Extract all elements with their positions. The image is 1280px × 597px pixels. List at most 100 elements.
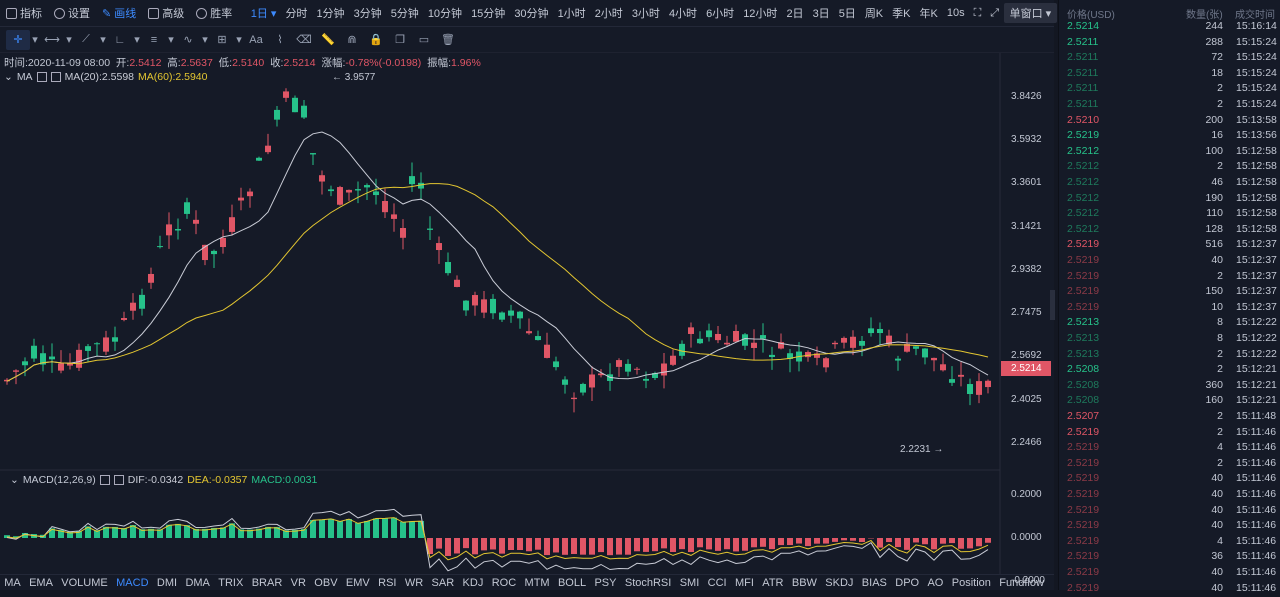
- indicator-tab[interactable]: SKDJ: [821, 577, 858, 589]
- candle-body: [346, 190, 352, 193]
- indicator-tab[interactable]: DMI: [153, 577, 182, 589]
- trade-price: 2.5210: [1067, 114, 1099, 126]
- macd-bar: [319, 520, 325, 538]
- candle-body: [265, 146, 271, 152]
- candle-body: [373, 191, 379, 195]
- candle-body: [823, 358, 829, 367]
- panel-resize-handle[interactable]: [1050, 290, 1055, 320]
- trade-time: 15:11:46: [1236, 535, 1276, 547]
- indicator-tab[interactable]: BIAS: [858, 577, 891, 589]
- indicator-tab[interactable]: ROC: [488, 577, 521, 589]
- indicator-tab[interactable]: RSI: [374, 577, 401, 589]
- trade-qty: 2: [1217, 426, 1223, 438]
- indicator-tab[interactable]: AO: [923, 577, 947, 589]
- indicator-tab[interactable]: DMA: [181, 577, 214, 589]
- macd-bar: [643, 538, 649, 552]
- macd-histogram: [4, 518, 991, 556]
- macd-bar: [589, 538, 595, 555]
- trade-time: 15:12:22: [1236, 348, 1277, 360]
- candle-body: [976, 381, 982, 395]
- trade-price: 2.5207: [1067, 410, 1099, 422]
- price-tick: 2.4025: [1011, 394, 1042, 405]
- indicator-tab[interactable]: Fundflow: [995, 577, 1048, 589]
- candle-body: [112, 337, 118, 341]
- indicator-tab[interactable]: MTM: [520, 577, 553, 589]
- min-price-annotation: 2.2231 →: [900, 444, 943, 455]
- indicator-tab[interactable]: VR: [286, 577, 310, 589]
- candlestick-chart[interactable]: [0, 0, 1054, 590]
- macd-bar: [787, 538, 793, 545]
- candle-body: [643, 379, 649, 381]
- indicator-tab[interactable]: ATR: [758, 577, 788, 589]
- trade-time: 15:12:21: [1236, 394, 1277, 406]
- indicator-tab[interactable]: MFI: [731, 577, 758, 589]
- candle-body: [850, 337, 856, 348]
- indicator-tab[interactable]: SAR: [427, 577, 458, 589]
- trade-price: 2.5219: [1067, 488, 1099, 500]
- candle-body: [22, 361, 28, 365]
- trade-time: 15:13:56: [1236, 129, 1277, 141]
- candle-body: [868, 328, 874, 333]
- price-tick: 2.7475: [1011, 307, 1042, 318]
- macd-bar: [391, 518, 397, 538]
- indicator-tab[interactable]: VOLUME: [57, 577, 112, 589]
- indicator-tab[interactable]: EMV: [342, 577, 374, 589]
- macd-bar: [742, 538, 748, 551]
- macd-bar: [436, 538, 442, 549]
- indicator-tab[interactable]: DPO: [891, 577, 923, 589]
- trade-time: 15:12:22: [1236, 316, 1277, 328]
- indicator-tab[interactable]: OBV: [310, 577, 342, 589]
- candle-body: [499, 313, 505, 320]
- macd-bar: [679, 538, 685, 549]
- trade-time: 15:12:58: [1236, 145, 1277, 157]
- candle-body: [292, 98, 298, 112]
- candle-body: [895, 359, 901, 361]
- indicator-tab[interactable]: BOLL: [554, 577, 591, 589]
- macd-bar: [562, 538, 568, 555]
- indicator-tab[interactable]: MA: [0, 577, 25, 589]
- macd-bar: [517, 538, 523, 550]
- indicator-tab[interactable]: PSY: [590, 577, 620, 589]
- trade-time: 15:11:46: [1236, 426, 1276, 438]
- indicator-tab[interactable]: Position: [948, 577, 996, 589]
- candle-body: [193, 220, 199, 224]
- indicator-tab[interactable]: BRAR: [248, 577, 287, 589]
- candle-body: [247, 192, 253, 197]
- macd-bar: [382, 518, 388, 538]
- candle-body: [256, 158, 262, 161]
- candle-body: [490, 299, 496, 313]
- trade-time: 15:15:24: [1236, 82, 1277, 94]
- trade-qty: 16: [1211, 129, 1223, 141]
- indicator-tab[interactable]: BBW: [788, 577, 821, 589]
- trade-time: 15:15:24: [1236, 36, 1277, 48]
- trade-price: 2.5208: [1067, 363, 1099, 375]
- trade-time: 15:11:48: [1236, 410, 1276, 422]
- dea-line: [7, 518, 988, 560]
- indicator-tab[interactable]: WR: [401, 577, 428, 589]
- trade-time: 15:11:46: [1236, 582, 1276, 594]
- indicator-tab[interactable]: KDJ: [458, 577, 487, 589]
- trade-qty: 40: [1211, 488, 1223, 500]
- indicator-tab[interactable]: MACD: [112, 577, 153, 589]
- macd-bar: [634, 538, 640, 551]
- current-price-label: 2.5214: [1001, 361, 1051, 376]
- indicator-tab[interactable]: CCI: [703, 577, 730, 589]
- macd-bar: [913, 538, 919, 542]
- indicator-tab[interactable]: SMI: [676, 577, 704, 589]
- trade-time: 15:12:37: [1236, 254, 1277, 266]
- candle-body: [733, 331, 739, 342]
- indicator-tab[interactable]: EMA: [25, 577, 57, 589]
- indicator-tab[interactable]: StochRSI: [621, 577, 676, 589]
- macd-bar: [346, 519, 352, 538]
- candle-body: [229, 217, 235, 232]
- indicator-tab[interactable]: TRIX: [214, 577, 247, 589]
- macd-bar: [544, 538, 550, 555]
- trade-price: 2.5212: [1067, 207, 1099, 219]
- price-tick: 3.8426: [1011, 91, 1042, 102]
